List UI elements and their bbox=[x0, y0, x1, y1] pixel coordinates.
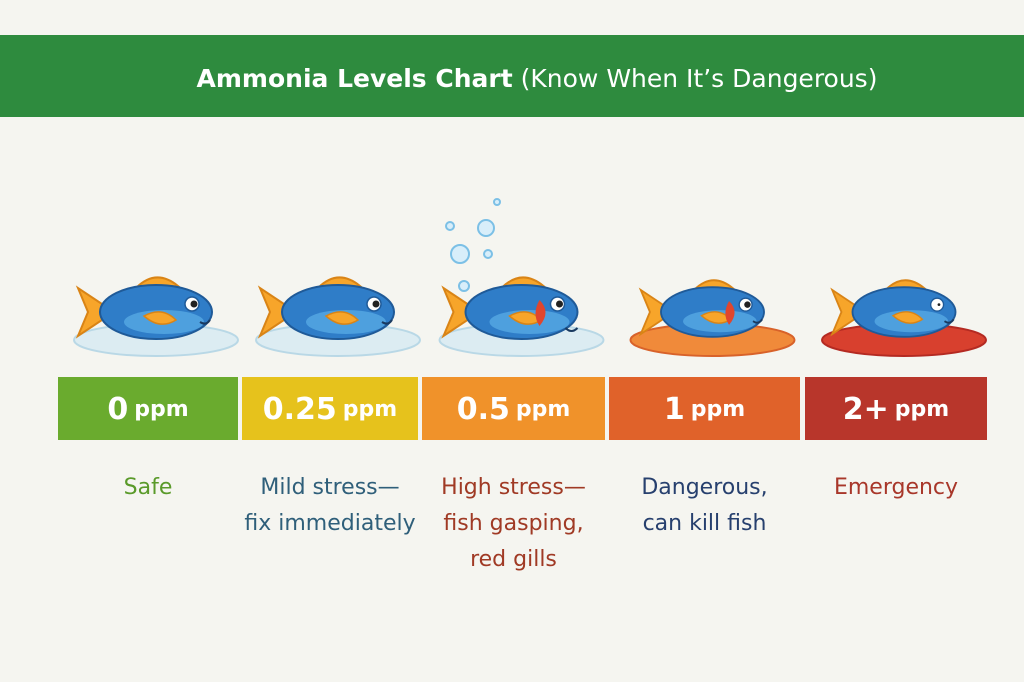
fish bbox=[441, 276, 579, 340]
level-description: Emergency bbox=[834, 475, 958, 500]
level-value: 0.25 bbox=[263, 392, 337, 427]
fish-eye bbox=[929, 297, 945, 312]
level-bar bbox=[805, 377, 987, 440]
fish-tail bbox=[830, 287, 868, 337]
fish-side-fin bbox=[142, 311, 178, 325]
fish bbox=[257, 276, 395, 340]
level: 0.25 ppm Mild stress— fix immediately bbox=[242, 276, 421, 536]
level: 2+ ppm Emergency bbox=[805, 279, 987, 500]
fish-pupil bbox=[372, 300, 380, 308]
level-description: High stress— bbox=[441, 475, 586, 500]
level-label: 0.25 ppm bbox=[263, 392, 397, 427]
level-description: red gills bbox=[470, 547, 557, 572]
fish-red-gill bbox=[725, 300, 735, 325]
fish-tail bbox=[257, 285, 298, 339]
level-unit: ppm bbox=[134, 397, 188, 422]
fish-mouth bbox=[564, 327, 579, 332]
fish bbox=[830, 279, 957, 338]
level-bar bbox=[609, 377, 800, 440]
level-description: Safe bbox=[124, 475, 173, 500]
level-unit: ppm bbox=[691, 397, 745, 422]
level-value: 2+ bbox=[843, 392, 889, 427]
level-value: 0.5 bbox=[457, 392, 510, 427]
level-bar bbox=[242, 377, 418, 440]
title-rest: (Know When It’s Dangerous) bbox=[521, 64, 878, 93]
header-title: Ammonia Levels Chart (Know When It’s Dan… bbox=[197, 64, 878, 93]
level-label: 1 ppm bbox=[664, 392, 745, 427]
level: 0 ppm Safe bbox=[58, 276, 239, 500]
fish-red-gill bbox=[535, 300, 546, 326]
bubbles bbox=[445, 198, 501, 292]
level-unit: ppm bbox=[516, 397, 570, 422]
fish-mouth bbox=[381, 319, 393, 325]
level-description: Mild stress— bbox=[260, 475, 399, 500]
level-value: 1 bbox=[664, 392, 685, 427]
level-unit: ppm bbox=[343, 397, 397, 422]
title-bold: Ammonia Levels Chart bbox=[197, 64, 513, 93]
level-label: 0.5 ppm bbox=[457, 392, 571, 427]
header-band bbox=[0, 35, 1024, 117]
fish-pupil bbox=[556, 300, 563, 308]
fish bbox=[75, 276, 213, 340]
level-description: fish gasping, bbox=[443, 511, 583, 536]
fish-side-fin bbox=[324, 311, 360, 325]
fish-pupil bbox=[190, 300, 198, 308]
level-description: Dangerous, bbox=[641, 475, 767, 500]
fish-mouth bbox=[199, 319, 211, 325]
fish-tail bbox=[441, 285, 482, 339]
level-label: 2+ ppm bbox=[843, 392, 949, 427]
fish-tail bbox=[638, 287, 676, 337]
level: 1 ppm Dangerous, can kill fish bbox=[609, 279, 800, 536]
fish-mouth bbox=[943, 318, 955, 324]
level-label: 0 ppm bbox=[107, 392, 188, 427]
level-value: 0 bbox=[107, 392, 128, 427]
level-bar bbox=[422, 377, 605, 440]
level-bar bbox=[58, 377, 238, 440]
fish-tail bbox=[75, 285, 116, 339]
fish-pupil bbox=[744, 301, 751, 308]
level-unit: ppm bbox=[895, 397, 949, 422]
fish-side-fin bbox=[891, 311, 924, 324]
fish-mouth bbox=[752, 318, 763, 324]
fish bbox=[638, 279, 765, 338]
level-description: can kill fish bbox=[643, 511, 767, 536]
level-description: fix immediately bbox=[244, 511, 415, 536]
fish-pupil bbox=[937, 303, 941, 307]
level: 0.5 ppm High stress— fish gasping, red gills bbox=[422, 276, 605, 572]
